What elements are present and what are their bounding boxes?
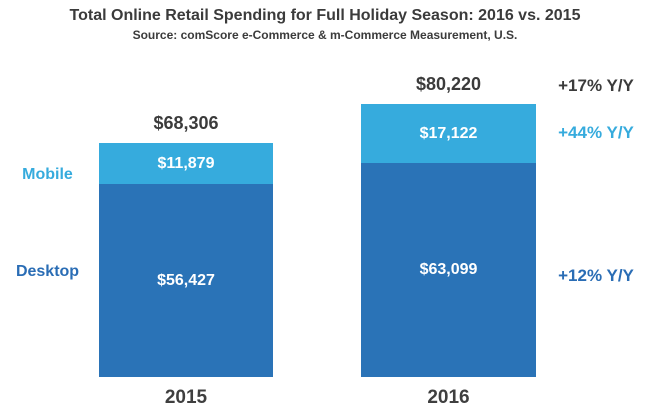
yoy-total-annotation: +17% Y/Y <box>558 76 634 95</box>
yoy-mobile-annotation: +44% Y/Y <box>558 123 634 142</box>
bar-2015: $11,879 $56,427 <box>99 143 273 377</box>
legend-mobile-label: Mobile <box>22 166 73 183</box>
bar-2015-desktop-value: $56,427 <box>157 271 215 289</box>
bar-2016: $17,122 $63,099 <box>361 104 536 377</box>
bar-2016-desktop-segment: $63,099 <box>361 163 536 377</box>
total-label-2015: $68,306 <box>153 113 219 133</box>
bar-2016-mobile-segment: $17,122 <box>361 104 536 163</box>
total-label-2016: $80,220 <box>415 74 482 94</box>
bar-2016-mobile-value: $17,122 <box>419 124 478 142</box>
bar-2015-mobile-value: $11,879 <box>157 154 215 172</box>
bar-2016-desktop-value: $63,099 <box>419 261 478 278</box>
yoy-desktop-annotation: +12% Y/Y <box>558 266 634 285</box>
chart-title: Total Online Retail Spending for Full Ho… <box>69 7 581 24</box>
x-axis-label-2016: 2016 <box>427 387 470 408</box>
legend-desktop-label: Desktop <box>15 263 80 280</box>
bar-2015-desktop-segment: $56,427 <box>99 184 273 377</box>
chart-source: Source: comScore e-Commerce & m-Commerce… <box>132 28 518 42</box>
bar-2015-mobile-segment: $11,879 <box>99 143 273 184</box>
x-axis-label-2015: 2015 <box>164 387 208 408</box>
